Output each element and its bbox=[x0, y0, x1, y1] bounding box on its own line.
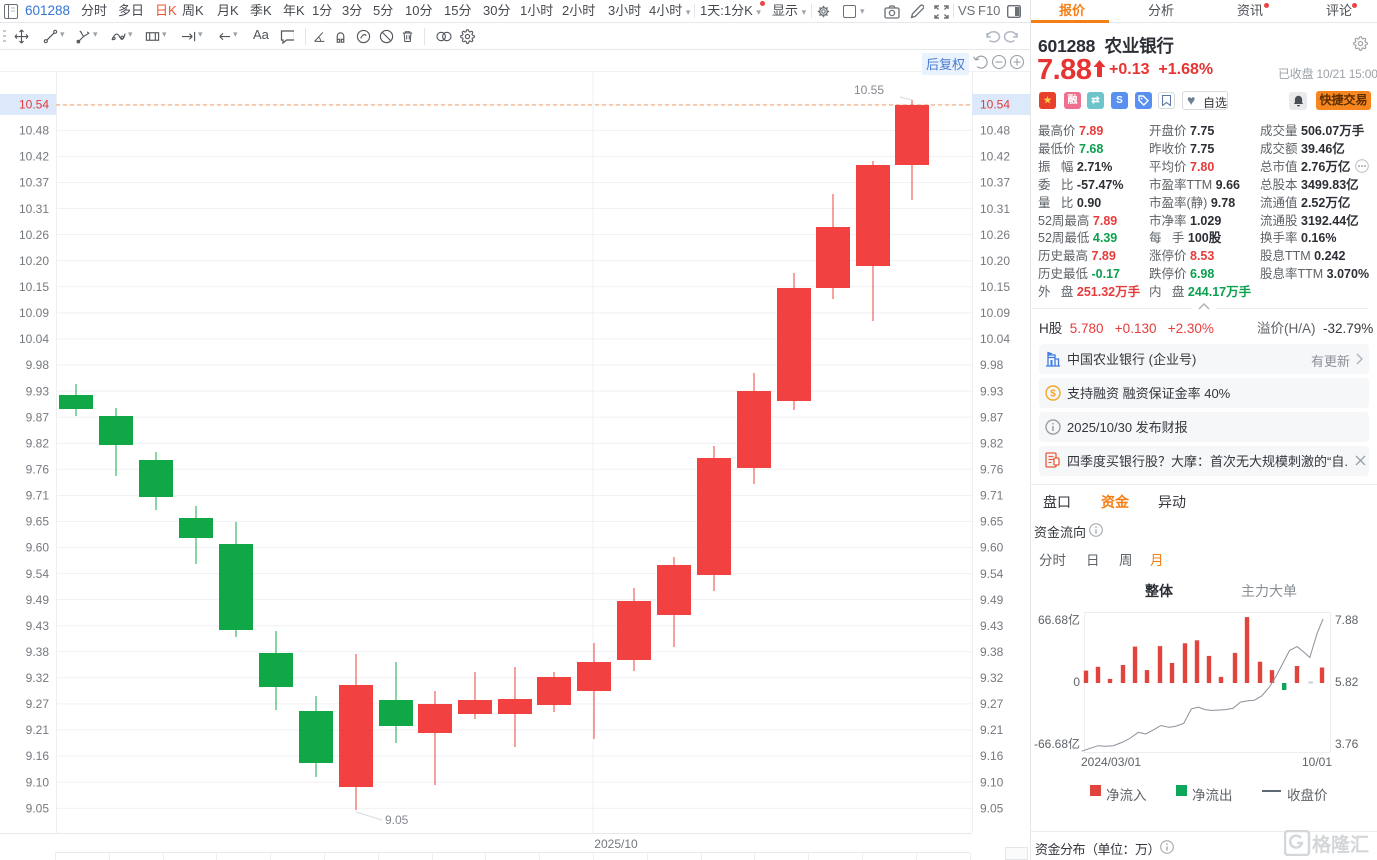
svg-text:10.04: 10.04 bbox=[980, 332, 1010, 346]
svg-text:9.60: 9.60 bbox=[980, 541, 1004, 555]
svg-text:9.43: 9.43 bbox=[980, 619, 1004, 633]
svg-text:10.54: 10.54 bbox=[19, 98, 49, 112]
svg-text:9.87: 9.87 bbox=[980, 410, 1004, 424]
svg-text:10.15: 10.15 bbox=[19, 280, 49, 294]
svg-text:9.71: 9.71 bbox=[26, 489, 50, 503]
svg-text:9.76: 9.76 bbox=[980, 463, 1004, 477]
svg-text:10.48: 10.48 bbox=[980, 124, 1010, 138]
svg-text:66.68亿: 66.68亿 bbox=[1038, 612, 1080, 627]
svg-text:9.16: 9.16 bbox=[980, 749, 1004, 763]
svg-text:9.65: 9.65 bbox=[980, 515, 1004, 529]
svg-text:9.49: 9.49 bbox=[980, 593, 1004, 607]
svg-text:10.31: 10.31 bbox=[980, 202, 1010, 216]
svg-text:9.21: 9.21 bbox=[980, 723, 1004, 737]
svg-text:9.98: 9.98 bbox=[980, 358, 1004, 372]
svg-text:10.20: 10.20 bbox=[19, 254, 49, 268]
svg-text:10.04: 10.04 bbox=[19, 332, 49, 346]
svg-text:2025/10: 2025/10 bbox=[594, 837, 638, 851]
svg-text:$: $ bbox=[1050, 389, 1056, 400]
svg-text:9.98: 9.98 bbox=[26, 358, 50, 372]
svg-text:0: 0 bbox=[1073, 675, 1080, 689]
svg-text:9.21: 9.21 bbox=[26, 723, 50, 737]
svg-text:9.65: 9.65 bbox=[26, 515, 50, 529]
svg-text:10.26: 10.26 bbox=[980, 228, 1010, 242]
svg-text:9.87: 9.87 bbox=[26, 410, 50, 424]
svg-text:9.38: 9.38 bbox=[980, 645, 1004, 659]
svg-text:9.38: 9.38 bbox=[26, 645, 50, 659]
svg-text:9.60: 9.60 bbox=[26, 541, 50, 555]
svg-text:10.55: 10.55 bbox=[854, 83, 884, 97]
svg-text:10.31: 10.31 bbox=[19, 202, 49, 216]
svg-text:3.76: 3.76 bbox=[1335, 737, 1359, 751]
svg-text:9.93: 9.93 bbox=[980, 384, 1004, 398]
svg-text:10.42: 10.42 bbox=[980, 150, 1010, 164]
svg-text:9.82: 9.82 bbox=[26, 436, 50, 450]
svg-text:9.49: 9.49 bbox=[26, 593, 50, 607]
svg-text:9.71: 9.71 bbox=[980, 489, 1004, 503]
svg-text:-66.68亿: -66.68亿 bbox=[1034, 736, 1080, 751]
svg-text:10/01: 10/01 bbox=[1302, 755, 1332, 769]
svg-text:9.27: 9.27 bbox=[980, 697, 1004, 711]
svg-text:10.48: 10.48 bbox=[19, 124, 49, 138]
svg-text:10.20: 10.20 bbox=[980, 254, 1010, 268]
svg-text:10.37: 10.37 bbox=[980, 176, 1010, 190]
svg-text:10.42: 10.42 bbox=[19, 150, 49, 164]
svg-text:9.93: 9.93 bbox=[26, 384, 50, 398]
svg-text:9.10: 9.10 bbox=[980, 775, 1004, 789]
svg-text:9.05: 9.05 bbox=[385, 813, 409, 827]
svg-text:格隆汇: 格隆汇 bbox=[1312, 833, 1369, 856]
svg-text:5.82: 5.82 bbox=[1335, 675, 1359, 689]
svg-text:9.05: 9.05 bbox=[980, 801, 1004, 815]
svg-text:9.16: 9.16 bbox=[26, 749, 50, 763]
svg-text:10.26: 10.26 bbox=[19, 228, 49, 242]
svg-text:10.37: 10.37 bbox=[19, 176, 49, 190]
svg-text:10.09: 10.09 bbox=[980, 306, 1010, 320]
svg-text:10.54: 10.54 bbox=[980, 98, 1010, 112]
svg-text:7.88: 7.88 bbox=[1335, 613, 1359, 627]
svg-text:10.09: 10.09 bbox=[19, 306, 49, 320]
svg-text:9.54: 9.54 bbox=[980, 567, 1004, 581]
svg-text:9.10: 9.10 bbox=[26, 775, 50, 789]
svg-text:9.43: 9.43 bbox=[26, 619, 50, 633]
svg-text:9.27: 9.27 bbox=[26, 697, 50, 711]
svg-text:9.32: 9.32 bbox=[26, 671, 50, 685]
svg-text:9.32: 9.32 bbox=[980, 671, 1004, 685]
svg-text:9.82: 9.82 bbox=[980, 436, 1004, 450]
svg-text:9.54: 9.54 bbox=[26, 567, 50, 581]
svg-text:9.76: 9.76 bbox=[26, 463, 50, 477]
svg-text:2024/03/01: 2024/03/01 bbox=[1081, 755, 1141, 769]
svg-text:10.15: 10.15 bbox=[980, 280, 1010, 294]
svg-text:9.05: 9.05 bbox=[26, 801, 50, 815]
